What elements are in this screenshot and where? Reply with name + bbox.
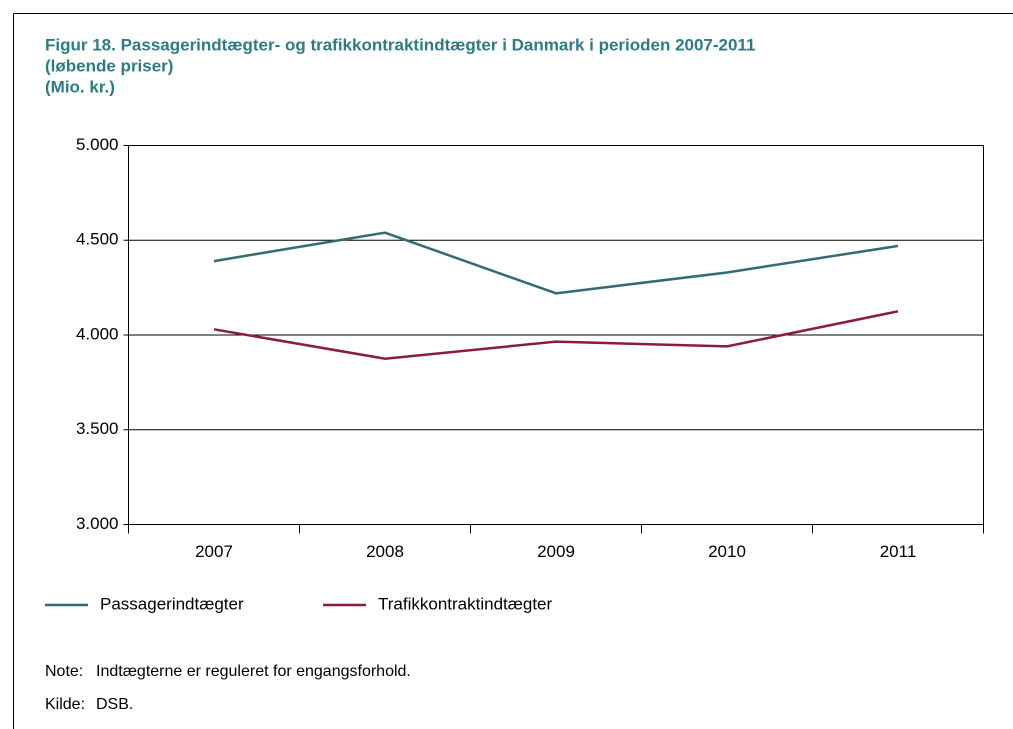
chart-title: (løbende priser) [45,56,173,75]
plot-frame [128,145,984,525]
x-tick-label: 2007 [195,542,233,561]
x-tick-label: 2009 [537,542,575,561]
y-tick-label: 4.000 [76,324,119,343]
x-tick-label: 2008 [366,542,404,561]
source: DSB. [96,696,133,713]
y-tick-label: 3.000 [76,514,119,533]
note: Indtægterne er reguleret for engangsforh… [96,663,411,680]
legend-label: Passagerindtægter [100,594,244,613]
x-tick-label: 2010 [708,542,746,561]
series-line [213,310,899,360]
x-tick-label: 2011 [880,542,917,561]
y-tick-label: 4.500 [76,230,119,249]
chart-title: (Mio. kr.) [45,77,115,96]
series-line [213,231,899,295]
source-label: Kilde: [45,696,85,713]
chart-title: Figur 18. Passagerindtægter- og trafikko… [45,35,755,54]
y-tick-label: 5.000 [76,135,119,154]
note-label: Note: [45,663,83,680]
y-tick-label: 3.500 [76,419,119,438]
legend-label: Trafikkontraktindtægter [378,594,552,613]
